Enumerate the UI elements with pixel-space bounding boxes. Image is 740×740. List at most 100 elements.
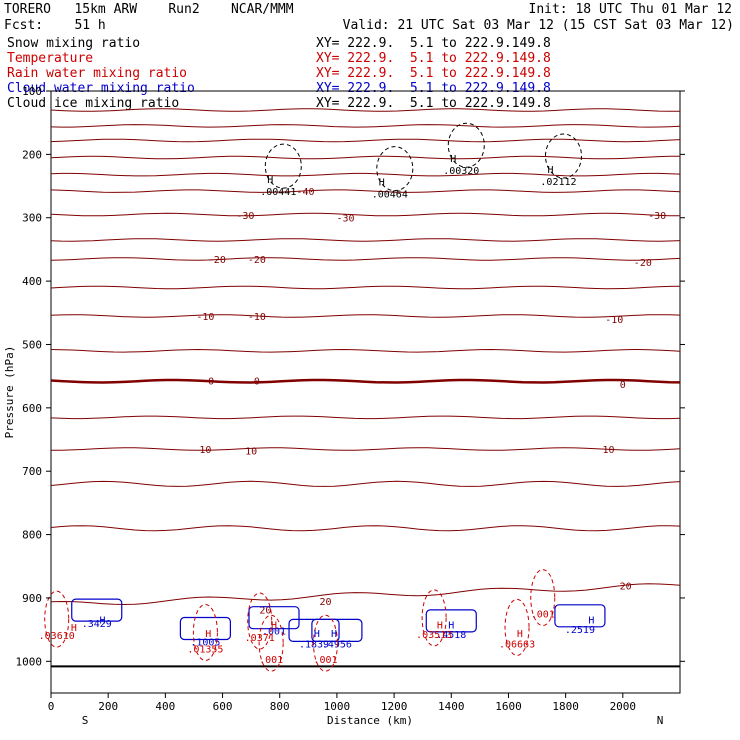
isotherm-label: 10 bbox=[199, 445, 211, 456]
y-tick-label: 600 bbox=[22, 402, 42, 415]
rain-water-contour bbox=[192, 603, 218, 661]
y-tick-label: 300 bbox=[22, 212, 42, 225]
maximum-marker: H bbox=[271, 620, 277, 631]
init-time: Init: 18 UTC Thu 01 Mar 12 bbox=[528, 2, 733, 17]
cloud-water-label: .4956 bbox=[322, 639, 352, 650]
isotherm-label: 20 bbox=[259, 605, 271, 616]
rain-water-contour bbox=[44, 590, 70, 648]
isotherm-line bbox=[50, 124, 681, 128]
x-axis-title: Distance (km) bbox=[327, 714, 413, 727]
isotherm-label: -10 bbox=[196, 312, 214, 323]
cloud-water-contour bbox=[71, 598, 123, 622]
isotherm-label: -10 bbox=[248, 312, 266, 323]
cloud-water-contour bbox=[425, 609, 477, 633]
maximum-marker: H bbox=[437, 620, 443, 631]
isotherm-label: 10 bbox=[245, 446, 257, 457]
cloud-water-label: .3429 bbox=[82, 619, 112, 630]
isotherm-line bbox=[50, 108, 681, 112]
rain-water-label: .001 bbox=[313, 655, 337, 666]
isotherm-label: 0 bbox=[620, 380, 626, 391]
y-tick-label: 700 bbox=[22, 465, 42, 478]
legend-xy: XY= 222.9. 5.1 to 222.9.149.8 bbox=[316, 36, 551, 51]
x-tick-label: 1000 bbox=[324, 700, 351, 713]
rain-water-label: .03513 bbox=[416, 630, 452, 641]
cloud-water-contour bbox=[179, 616, 231, 641]
maximum-marker: H bbox=[588, 615, 594, 626]
cloud-water-label: .001 bbox=[262, 627, 286, 638]
cloud-water-contour bbox=[248, 606, 300, 630]
isotherm-label: -40 bbox=[296, 187, 314, 198]
isotherm-label: -30 bbox=[236, 211, 254, 222]
legend-name: Cloud ice mixing ratio bbox=[7, 96, 180, 111]
forecast-hour: Fcst: 51 h bbox=[4, 18, 106, 33]
model-title: TORERO 15km ARW Run2 NCAR/MMM bbox=[4, 2, 294, 17]
isotherm-line bbox=[50, 583, 681, 606]
isotherm-line bbox=[50, 525, 681, 532]
isotherm-line bbox=[50, 238, 681, 242]
x-tick-label: 800 bbox=[270, 700, 290, 713]
snow-max-marker: H bbox=[450, 154, 456, 165]
maximum-marker: H bbox=[448, 620, 454, 631]
isotherm-line bbox=[50, 285, 681, 290]
cloud-water-contour bbox=[311, 618, 363, 642]
maximum-marker: H bbox=[331, 629, 337, 640]
rain-water-label: .001 bbox=[531, 610, 555, 621]
rain-water-contour bbox=[504, 598, 530, 656]
rain-water-contour bbox=[247, 592, 273, 650]
x-tick-label: 1600 bbox=[495, 700, 522, 713]
y-tick-label: 100 bbox=[22, 85, 42, 98]
y-axis-title: Pressure (hPa) bbox=[3, 346, 16, 439]
isotherm-label: -30 bbox=[648, 211, 666, 222]
isotherm-label: -20 bbox=[634, 258, 652, 269]
isotherm-line bbox=[50, 257, 681, 261]
y-tick-label: 500 bbox=[22, 338, 42, 351]
plot-frame bbox=[50, 90, 681, 694]
x-tick-label: 600 bbox=[213, 700, 233, 713]
maximum-marker: H bbox=[517, 629, 523, 640]
isotherm-label: 0 bbox=[208, 377, 214, 388]
cloud-water-label: .2519 bbox=[565, 625, 595, 636]
snow-max-marker: H bbox=[547, 165, 553, 176]
snow-contour bbox=[264, 143, 302, 189]
isotherm-line bbox=[50, 189, 681, 193]
rain-water-label: .06663 bbox=[499, 639, 535, 650]
snow-max-value: .02112 bbox=[540, 177, 576, 188]
x-tick-label: 1200 bbox=[381, 700, 408, 713]
isotherm-label: 20 bbox=[620, 581, 632, 592]
isotherm-label: 20 bbox=[319, 597, 331, 608]
snow-max-value: .00320 bbox=[443, 166, 479, 177]
rain-water-contour bbox=[530, 569, 556, 627]
cloud-water-label: .1839 bbox=[299, 639, 329, 650]
isotherm-label: -30 bbox=[336, 214, 354, 225]
x-tick-label: 2000 bbox=[610, 700, 637, 713]
isotherm-line bbox=[50, 314, 681, 318]
legend-xy: XY= 222.9. 5.1 to 222.9.149.8 bbox=[316, 66, 551, 81]
y-tick-label: 800 bbox=[22, 529, 42, 542]
isotherm-label: -10 bbox=[605, 315, 623, 326]
rain-water-label: .01355 bbox=[187, 644, 223, 655]
legend-xy: XY= 222.9. 5.1 to 222.9.149.8 bbox=[316, 51, 551, 66]
valid-time: Valid: 21 UTC Sat 03 Mar 12 (15 CST Sat … bbox=[342, 18, 734, 33]
cloud-water-contour bbox=[554, 604, 606, 628]
isotherm-line bbox=[50, 480, 681, 487]
x-tick-label: 0 bbox=[48, 700, 55, 713]
maximum-marker: H bbox=[205, 629, 211, 640]
isotherm-line bbox=[50, 212, 681, 217]
isotherm-label: -20 bbox=[208, 255, 226, 266]
legend-name: Rain water mixing ratio bbox=[7, 66, 188, 81]
cloud-water-label: .4518 bbox=[436, 630, 466, 641]
x-tick-label: 1400 bbox=[438, 700, 465, 713]
isotherm-line bbox=[50, 415, 681, 420]
legend-name: Cloud water mixing ratio bbox=[7, 81, 195, 96]
snow-contour bbox=[447, 122, 485, 168]
maximum-marker: H bbox=[71, 623, 77, 634]
isotherm-label: -20 bbox=[248, 255, 266, 266]
snow-max-value: .00464 bbox=[372, 190, 408, 201]
x-end-label-left: S bbox=[82, 714, 89, 727]
x-tick-label: 400 bbox=[155, 700, 175, 713]
isotherm-line bbox=[50, 172, 681, 177]
y-tick-label: 1000 bbox=[16, 655, 43, 668]
legend-xy: XY= 222.9. 5.1 to 222.9.149.8 bbox=[316, 81, 551, 96]
snow-max-marker: H bbox=[379, 178, 385, 189]
snow-max-marker: H bbox=[267, 175, 273, 186]
